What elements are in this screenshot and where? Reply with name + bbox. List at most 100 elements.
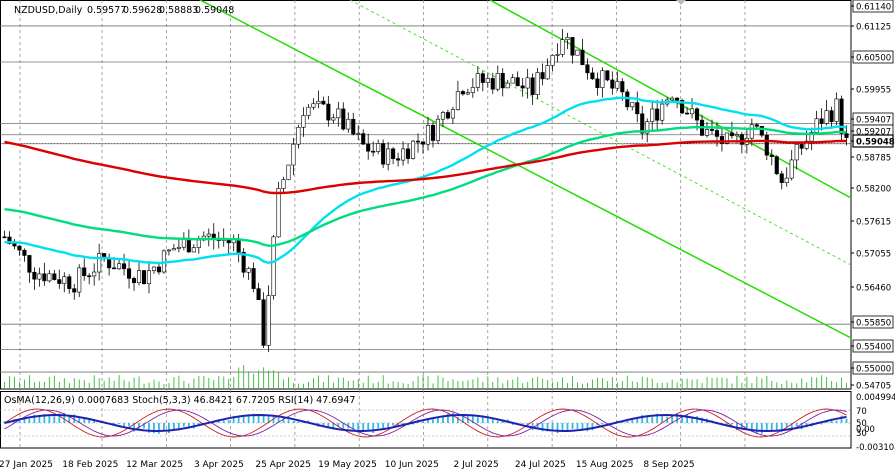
osma-bar <box>776 423 778 430</box>
candle-body <box>142 271 145 284</box>
candle-body <box>366 144 369 151</box>
candle-body <box>58 280 61 284</box>
candle-body <box>381 143 384 164</box>
candle-body <box>421 142 424 144</box>
candle-body <box>152 267 155 271</box>
osma-bar <box>771 423 773 430</box>
volume-bar <box>697 379 698 388</box>
candle-body <box>531 78 534 95</box>
volume-bar <box>582 384 583 388</box>
channel-guide <box>250 0 851 338</box>
osma-bar <box>88 420 90 423</box>
osma-bar <box>651 417 653 423</box>
candle-body <box>147 271 150 284</box>
osma-bar <box>158 423 160 434</box>
price-tick-label: 0.58785 <box>856 154 891 164</box>
volume-bar <box>502 383 503 388</box>
osma-bar <box>128 423 130 426</box>
candle-body <box>247 268 250 272</box>
candle-body <box>112 268 115 269</box>
volume-bar <box>477 377 478 388</box>
channel-midline <box>350 0 851 265</box>
volume-bar <box>811 377 812 388</box>
candle-body <box>356 134 359 135</box>
candle-body <box>122 264 125 269</box>
osma-bar <box>766 423 768 431</box>
candle-body <box>835 99 838 122</box>
volume-bar <box>258 370 259 388</box>
volume-bar <box>443 378 444 388</box>
volume-bar <box>363 383 364 388</box>
time-tick-label: 10 Jun 2025 <box>385 460 439 470</box>
volume-bar <box>418 376 419 388</box>
candle-body <box>631 103 634 107</box>
volume-bar <box>622 381 623 388</box>
candle-body <box>660 104 663 120</box>
volume-bar <box>472 379 473 388</box>
volume-bar <box>667 383 668 388</box>
volume-bar <box>328 375 329 388</box>
volume-bar <box>203 376 204 388</box>
volume-bar <box>69 383 70 388</box>
candle-body <box>317 101 320 104</box>
volume-bar <box>233 377 234 388</box>
candle-body <box>735 134 738 135</box>
candle-body <box>586 65 589 73</box>
osma-bar <box>587 423 589 431</box>
osma-bar <box>163 423 165 430</box>
ohlc-high: 0.59628 <box>123 5 162 16</box>
volume-bar <box>662 383 663 388</box>
candle-body <box>376 143 379 151</box>
osma-bar <box>477 417 479 423</box>
candle-body <box>591 73 594 79</box>
osma-bar <box>432 419 434 423</box>
volume-bar <box>178 376 179 388</box>
volume-bar <box>677 382 678 388</box>
osma-bar <box>387 423 389 427</box>
time-tick-label: 24 Jul 2025 <box>515 460 566 470</box>
osma-bar <box>761 423 763 434</box>
candle-body <box>352 119 355 134</box>
volume-bar <box>806 382 807 388</box>
oscillator-panel <box>0 409 851 437</box>
volume-bar <box>597 378 598 388</box>
osma-bar <box>746 423 748 428</box>
osma-bar <box>452 413 454 423</box>
candle-body <box>795 144 798 160</box>
volume-bar <box>9 376 10 388</box>
volume-bar <box>358 379 359 388</box>
price-tick-label: 0.56460 <box>856 284 891 294</box>
price-tick-label: 0.59955 <box>856 86 891 96</box>
osma-bar <box>437 418 439 423</box>
candle-body <box>800 144 803 148</box>
volume-bar <box>353 380 354 388</box>
osma-bar <box>751 423 753 430</box>
volume-bar <box>462 381 463 388</box>
volume-bar <box>109 377 110 388</box>
candle-body <box>675 98 678 100</box>
volume-bar <box>612 377 613 388</box>
price-tick-label: 0.58200 <box>856 185 891 195</box>
volume-bar <box>413 381 414 388</box>
volume-bar <box>348 381 349 388</box>
volume-bar <box>796 383 797 388</box>
osma-bar <box>382 423 384 429</box>
volume-bar <box>154 380 155 388</box>
osma-bar <box>38 417 40 423</box>
candle-body <box>167 250 170 251</box>
candle-body <box>48 274 51 281</box>
candle-body <box>685 113 688 114</box>
candle-body <box>237 239 240 252</box>
volume-bar <box>24 380 25 388</box>
osma-bar <box>422 421 424 423</box>
volume-bar <box>771 381 772 388</box>
volume-bar <box>453 379 454 388</box>
candle-body <box>127 269 130 279</box>
volume-bar <box>801 378 802 388</box>
candle-body <box>117 264 120 269</box>
volume-bar <box>433 383 434 388</box>
volume-bar <box>722 378 723 388</box>
volume-bar <box>208 378 209 388</box>
candle-body <box>481 74 484 83</box>
